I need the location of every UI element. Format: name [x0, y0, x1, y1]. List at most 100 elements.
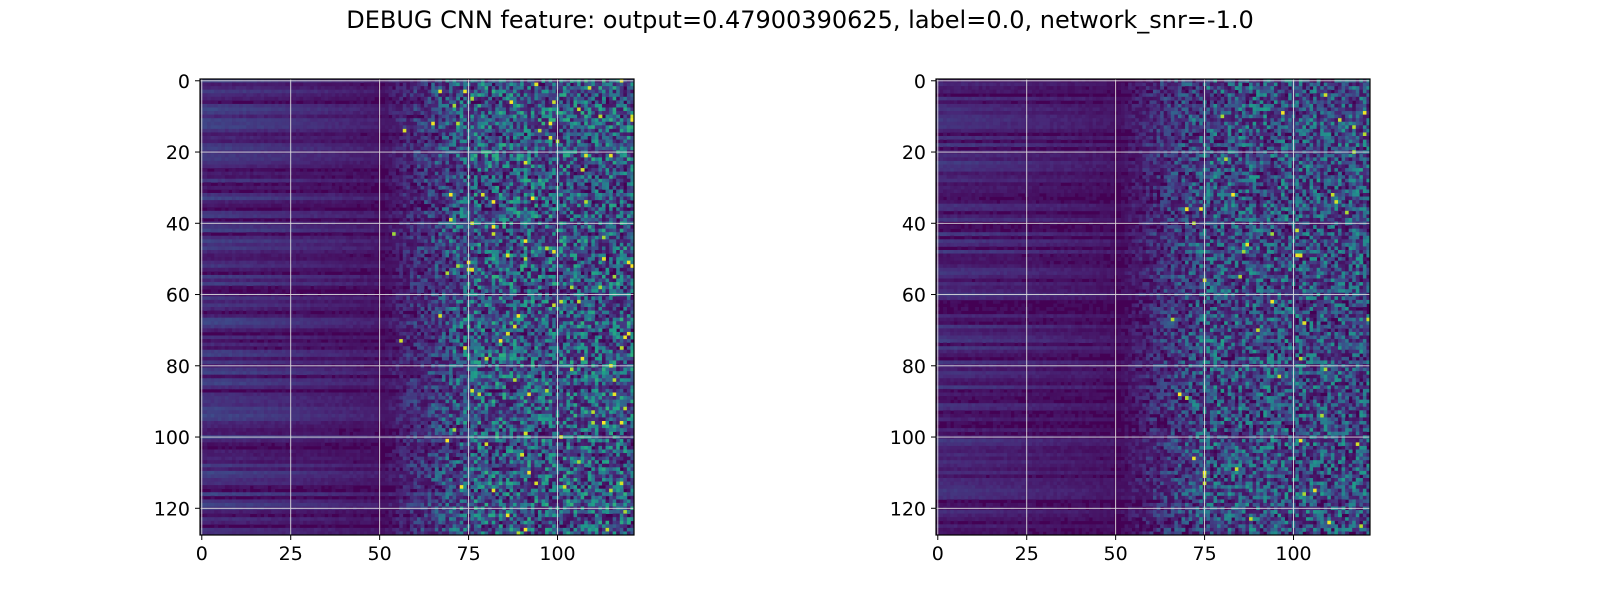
left-cell	[335, 107, 340, 112]
left-cell	[264, 157, 268, 162]
left-cell	[431, 164, 436, 169]
left-cell	[324, 157, 329, 162]
left-cell	[303, 111, 308, 115]
left-cell	[260, 217, 265, 222]
left-cell	[306, 171, 311, 176]
left-cell	[520, 196, 525, 201]
left-cell	[438, 111, 443, 115]
left-cell	[566, 146, 571, 151]
left-cell	[609, 125, 614, 130]
left-cell	[352, 182, 357, 187]
left-cell	[449, 146, 453, 151]
left-cell	[559, 214, 564, 219]
left-cell	[420, 164, 425, 169]
left-cell	[495, 193, 500, 197]
left-cell	[402, 125, 407, 130]
left-cell	[224, 157, 229, 162]
left-cell	[456, 168, 461, 172]
left-cell	[214, 217, 219, 222]
left-cell	[399, 196, 404, 201]
left-cell	[484, 146, 489, 151]
left-cell	[537, 136, 542, 140]
left-cell	[520, 164, 525, 169]
left-cell	[384, 182, 389, 187]
left-cell	[530, 182, 535, 187]
left-cell	[612, 214, 617, 219]
left-cell	[569, 136, 574, 140]
left-cell	[317, 207, 322, 212]
left-cell	[214, 93, 219, 98]
left-cell	[260, 103, 265, 108]
left-cell	[619, 111, 624, 115]
left-cell	[207, 200, 212, 205]
left-cell	[488, 171, 493, 176]
left-cell	[626, 103, 631, 108]
left-cell	[573, 157, 578, 162]
left-cell	[224, 171, 229, 176]
left-cell	[214, 107, 219, 112]
left-cell	[413, 189, 418, 194]
left-cell	[441, 200, 446, 205]
left-cell	[481, 185, 485, 190]
left-cell	[612, 185, 617, 190]
left-cell	[313, 193, 318, 197]
left-cell	[495, 114, 500, 119]
left-cell	[537, 196, 542, 201]
left-cell	[441, 164, 446, 169]
left-cell	[278, 82, 283, 87]
left-cell	[534, 143, 539, 148]
left-cell	[392, 153, 397, 158]
left-cell	[274, 228, 279, 233]
left-cell	[292, 193, 297, 197]
left-cell	[384, 118, 389, 123]
left-cell	[232, 132, 236, 137]
left-cell	[342, 96, 347, 101]
left-cell	[306, 139, 311, 144]
left-cell	[513, 200, 517, 205]
left-cell	[523, 225, 528, 229]
left-cell	[537, 232, 542, 237]
left-cell	[548, 96, 553, 101]
left-cell	[278, 114, 283, 119]
left-cell	[228, 136, 233, 140]
left-cell	[417, 207, 421, 212]
left-cell	[338, 214, 343, 219]
left-cell	[545, 214, 549, 219]
left-cell	[530, 118, 535, 123]
left-cell	[253, 121, 258, 126]
left-cell	[424, 178, 429, 183]
left-cell	[409, 189, 414, 194]
left-cell	[249, 157, 254, 162]
left-cell	[253, 82, 258, 87]
left-cell	[374, 139, 379, 144]
left-cell	[459, 160, 464, 165]
left-cell	[370, 228, 375, 233]
left-cell	[562, 175, 567, 180]
left-cell	[431, 157, 436, 162]
left-cell	[488, 86, 493, 91]
left-cell	[388, 118, 393, 123]
left-cell	[328, 89, 332, 94]
left-cell	[591, 182, 596, 187]
left-cell	[523, 118, 528, 123]
left-cell	[399, 89, 404, 94]
left-cell	[303, 96, 308, 101]
left-cell	[470, 96, 475, 101]
left-cell	[449, 189, 453, 194]
left-cell	[434, 89, 439, 94]
left-cell	[264, 235, 268, 240]
left-cell	[274, 153, 279, 158]
left-cell	[313, 225, 318, 229]
left-cell	[619, 185, 624, 190]
left-cell	[530, 157, 535, 162]
left-cell	[249, 103, 254, 108]
left-cell	[232, 118, 236, 123]
left-cell	[363, 107, 368, 112]
left-cell	[256, 118, 261, 123]
left-cell	[481, 96, 485, 101]
left-cell	[409, 143, 414, 148]
left-cell	[221, 111, 226, 115]
left-cell	[392, 168, 397, 172]
left-cell	[278, 196, 283, 201]
left-cell	[292, 175, 297, 180]
